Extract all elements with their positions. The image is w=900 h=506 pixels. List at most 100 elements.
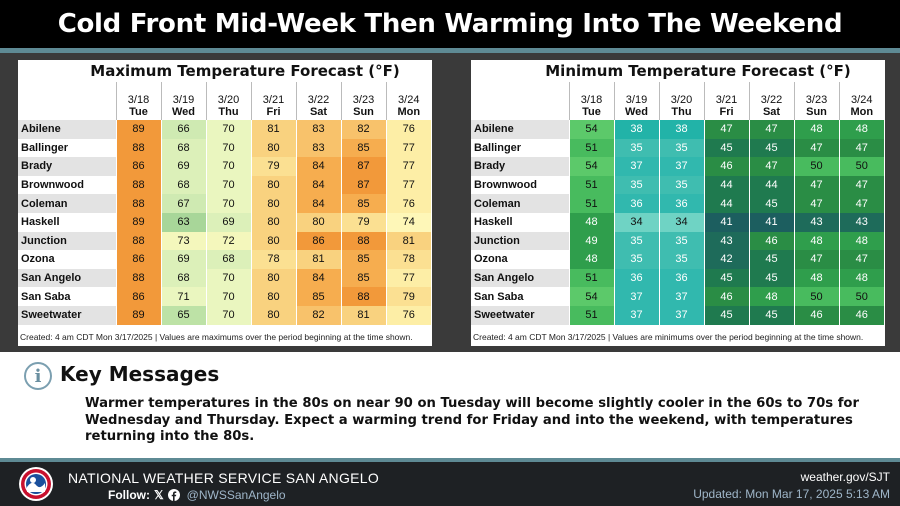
max-temp-value-cell: 65 <box>160 305 206 325</box>
max-temp-value-cell: 70 <box>205 138 251 158</box>
social-handle-link[interactable]: @NWSSanAngelo <box>186 488 286 502</box>
min-temp-value-cell: 47 <box>793 175 839 195</box>
min-temp-value-cell: 43 <box>838 212 884 232</box>
column-day: Sun <box>353 106 374 118</box>
max-temp-value-cell: 85 <box>295 287 341 306</box>
column-date: 3/20 <box>670 94 693 106</box>
min-temp-value-cell: 51 <box>568 268 614 288</box>
min-temp-value-cell: 46 <box>748 231 794 251</box>
max-temp-title: Maximum Temperature Forecast (°F) <box>90 62 400 80</box>
max-temp-value-cell: 88 <box>115 175 161 195</box>
min-temp-value-cell: 44 <box>748 175 794 195</box>
max-temp-value-cell: 76 <box>385 194 431 213</box>
max-temp-header-corner <box>18 82 116 120</box>
column-date: 3/19 <box>625 94 648 106</box>
min-temp-value-cell: 48 <box>793 120 839 139</box>
website-link[interactable]: weather.gov/SJT <box>800 470 890 484</box>
max-temp-value-cell: 72 <box>205 231 251 251</box>
column-date: 3/24 <box>398 94 420 106</box>
min-temp-value-cell: 48 <box>793 231 839 251</box>
min-temp-value-cell: 47 <box>838 194 884 213</box>
min-temp-note: Created: 4 am CDT Mon 3/17/2025 | Values… <box>473 332 864 342</box>
min-temp-column-header: 3/23 Sun <box>793 82 839 120</box>
min-temp-value-cell: 45 <box>748 194 794 213</box>
max-temp-value-cell: 70 <box>205 157 251 176</box>
min-temp-value-cell: 34 <box>658 212 704 232</box>
table-row: Brownwood 88 68 70 80 84 87 77 <box>18 175 431 195</box>
follow-row: Follow: 𝕏 @NWSSanAngelo <box>108 488 286 502</box>
table-row: Haskell 89 63 69 80 80 79 74 <box>18 212 431 232</box>
min-temp-value-cell: 35 <box>658 250 704 269</box>
max-temp-value-cell: 86 <box>115 250 161 269</box>
column-day: Tue <box>582 106 601 118</box>
max-temp-value-cell: 89 <box>115 305 161 325</box>
min-temp-value-cell: 47 <box>748 157 794 176</box>
table-row: Ozona 48 35 35 42 45 47 47 <box>471 250 884 269</box>
max-temp-value-cell: 80 <box>250 287 296 306</box>
table-row: Brownwood 51 35 35 44 44 47 47 <box>471 175 884 195</box>
max-temp-value-cell: 79 <box>385 287 431 306</box>
column-day: Wed <box>171 106 196 118</box>
max-temp-value-cell: 69 <box>205 212 251 232</box>
min-temp-title: Minimum Temperature Forecast (°F) <box>545 62 851 80</box>
max-temp-value-cell: 86 <box>115 157 161 176</box>
max-temp-value-cell: 87 <box>340 175 386 195</box>
table-row: San Angelo 51 36 36 45 45 48 48 <box>471 268 884 288</box>
x-icon[interactable]: 𝕏 <box>154 488 164 502</box>
min-temp-value-cell: 44 <box>703 175 749 195</box>
city-name: Brady <box>471 157 569 176</box>
column-date: 3/21 <box>715 94 738 106</box>
min-temp-value-cell: 47 <box>793 194 839 213</box>
max-temp-value-cell: 77 <box>385 138 431 158</box>
max-temp-value-cell: 69 <box>160 250 206 269</box>
min-temp-value-cell: 42 <box>703 250 749 269</box>
city-name: Brady <box>18 157 116 176</box>
footer-accent-bar <box>0 458 900 462</box>
table-row: Brady 86 69 70 79 84 87 77 <box>18 157 431 176</box>
max-temp-table: 3/18 Tue 3/19 Wed 3/20 Thu 3/21 Fri 3/22 Sat 3/23 S… <box>18 82 431 325</box>
max-temp-panel: Maximum Temperature Forecast (°F) 3/18 Tu… <box>18 60 432 346</box>
column-date: 3/21 <box>262 94 285 106</box>
city-name: San Saba <box>18 287 116 306</box>
max-temp-value-cell: 85 <box>340 194 386 213</box>
min-temp-value-cell: 47 <box>793 250 839 269</box>
min-temp-value-cell: 51 <box>568 175 614 195</box>
max-temp-value-cell: 86 <box>295 231 341 251</box>
max-temp-value-cell: 79 <box>340 212 386 232</box>
min-temp-value-cell: 46 <box>793 305 839 325</box>
follow-label: Follow: <box>108 488 150 502</box>
min-temp-value-cell: 51 <box>568 194 614 213</box>
max-temp-value-cell: 84 <box>295 268 341 288</box>
city-name: Junction <box>471 231 569 251</box>
facebook-icon[interactable] <box>167 489 180 501</box>
max-temp-value-cell: 76 <box>385 120 431 139</box>
table-row: San Saba 86 71 70 80 85 88 79 <box>18 287 431 306</box>
max-temp-value-cell: 70 <box>205 175 251 195</box>
table-row: San Saba 54 37 37 46 48 50 50 <box>471 287 884 306</box>
min-temp-value-cell: 48 <box>568 250 614 269</box>
min-temp-value-cell: 35 <box>658 138 704 158</box>
office-name: NATIONAL WEATHER SERVICE SAN ANGELO <box>68 470 380 486</box>
page-title: Cold Front Mid-Week Then Warming Into Th… <box>0 0 900 48</box>
min-temp-value-cell: 45 <box>748 305 794 325</box>
min-temp-value-cell: 51 <box>568 305 614 325</box>
max-temp-value-cell: 70 <box>205 305 251 325</box>
max-temp-value-cell: 87 <box>340 157 386 176</box>
city-name: Ozona <box>18 250 116 269</box>
max-temp-value-cell: 80 <box>250 138 296 158</box>
table-row: Abilene 54 38 38 47 47 48 48 <box>471 120 884 139</box>
min-temp-value-cell: 49 <box>568 231 614 251</box>
min-temp-header-corner <box>471 82 569 120</box>
table-row: Haskell 48 34 34 41 41 43 43 <box>471 212 884 232</box>
max-temp-value-cell: 78 <box>250 250 296 269</box>
min-temp-value-cell: 46 <box>703 157 749 176</box>
column-day: Mon <box>850 106 874 118</box>
column-date: 3/23 <box>805 94 828 106</box>
column-date: 3/22 <box>760 94 783 106</box>
min-temp-value-cell: 48 <box>748 287 794 306</box>
max-temp-column-header: 3/20 Thu <box>205 82 251 120</box>
table-row: Sweetwater 89 65 70 80 82 81 76 <box>18 305 431 325</box>
max-temp-value-cell: 68 <box>160 175 206 195</box>
max-temp-value-cell: 68 <box>160 138 206 158</box>
max-temp-value-cell: 84 <box>295 175 341 195</box>
